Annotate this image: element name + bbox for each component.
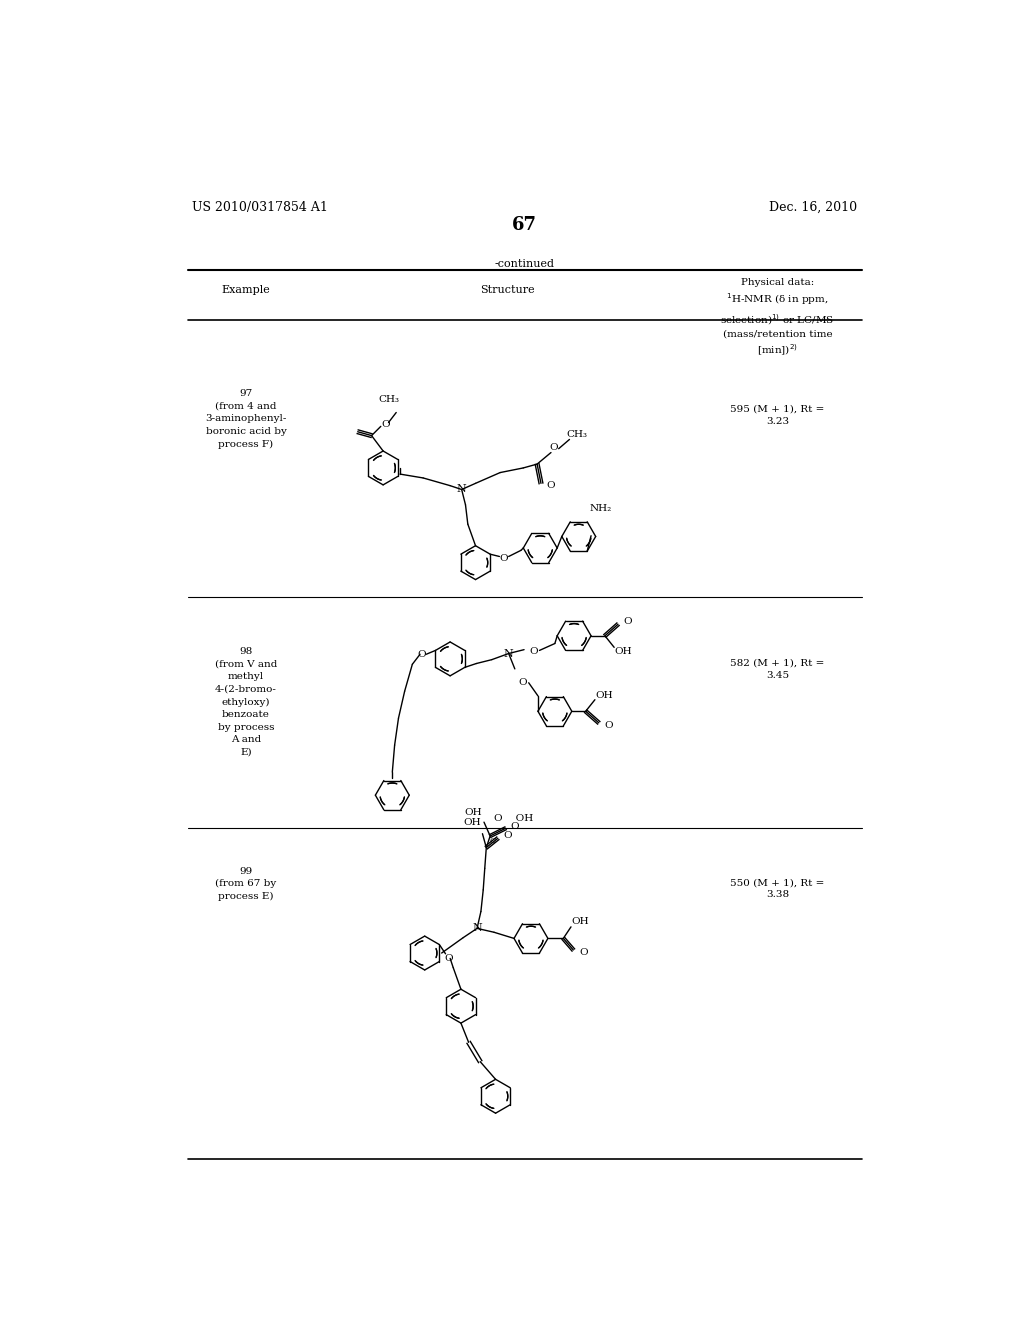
Text: O: O (500, 553, 508, 562)
Text: OH: OH (614, 647, 632, 656)
Text: 550 (M + 1), Rt =
3.38: 550 (M + 1), Rt = 3.38 (730, 878, 824, 899)
Text: N: N (457, 484, 467, 495)
Text: O: O (579, 948, 588, 957)
Text: 99
(from 67 by
process E): 99 (from 67 by process E) (215, 867, 276, 902)
Text: O: O (511, 822, 519, 832)
Text: CH₃: CH₃ (566, 430, 588, 440)
Text: O: O (529, 647, 538, 656)
Text: O: O (504, 832, 512, 841)
Text: CH₃: CH₃ (379, 395, 399, 404)
Text: O: O (550, 442, 558, 451)
Text: O: O (604, 721, 613, 730)
Text: O: O (518, 678, 526, 688)
Text: O: O (547, 482, 555, 490)
Text: 582 (M + 1), Rt =
3.45: 582 (M + 1), Rt = 3.45 (730, 659, 824, 680)
Text: Dec. 16, 2010: Dec. 16, 2010 (769, 201, 857, 214)
Text: 98
(from V and
methyl
4-(2-bromo-
ethyloxy)
benzoate
by process
A and
E): 98 (from V and methyl 4-(2-bromo- ethylo… (215, 647, 278, 756)
Text: N: N (504, 648, 514, 659)
Text: O: O (417, 649, 426, 659)
Text: NH₂: NH₂ (590, 504, 612, 513)
Text: Physical data:
$^1$H-NMR (δ in ppm,
selection)$^{1)}$ or LC/MS
(mass/retention t: Physical data: $^1$H-NMR (δ in ppm, sele… (720, 277, 835, 358)
Text: O    OH: O OH (494, 814, 532, 822)
Text: US 2010/0317854 A1: US 2010/0317854 A1 (193, 201, 328, 214)
Text: C: C (489, 837, 496, 845)
Text: 97
(from 4 and
3-aminophenyl-
boronic acid by
process F): 97 (from 4 and 3-aminophenyl- boronic ac… (206, 389, 287, 449)
Text: Structure: Structure (480, 285, 536, 296)
Text: OH: OH (464, 818, 481, 828)
Text: O: O (444, 954, 453, 962)
Text: OH: OH (465, 808, 482, 817)
Text: O: O (624, 618, 633, 627)
Text: Example: Example (221, 285, 270, 296)
Text: 67: 67 (512, 216, 538, 234)
Text: N: N (472, 924, 482, 933)
Text: -continued: -continued (495, 259, 555, 268)
Text: 595 (M + 1), Rt =
3.23: 595 (M + 1), Rt = 3.23 (730, 405, 824, 425)
Text: OH: OH (595, 692, 613, 701)
Text: O: O (381, 420, 390, 429)
Text: OH: OH (571, 917, 589, 925)
